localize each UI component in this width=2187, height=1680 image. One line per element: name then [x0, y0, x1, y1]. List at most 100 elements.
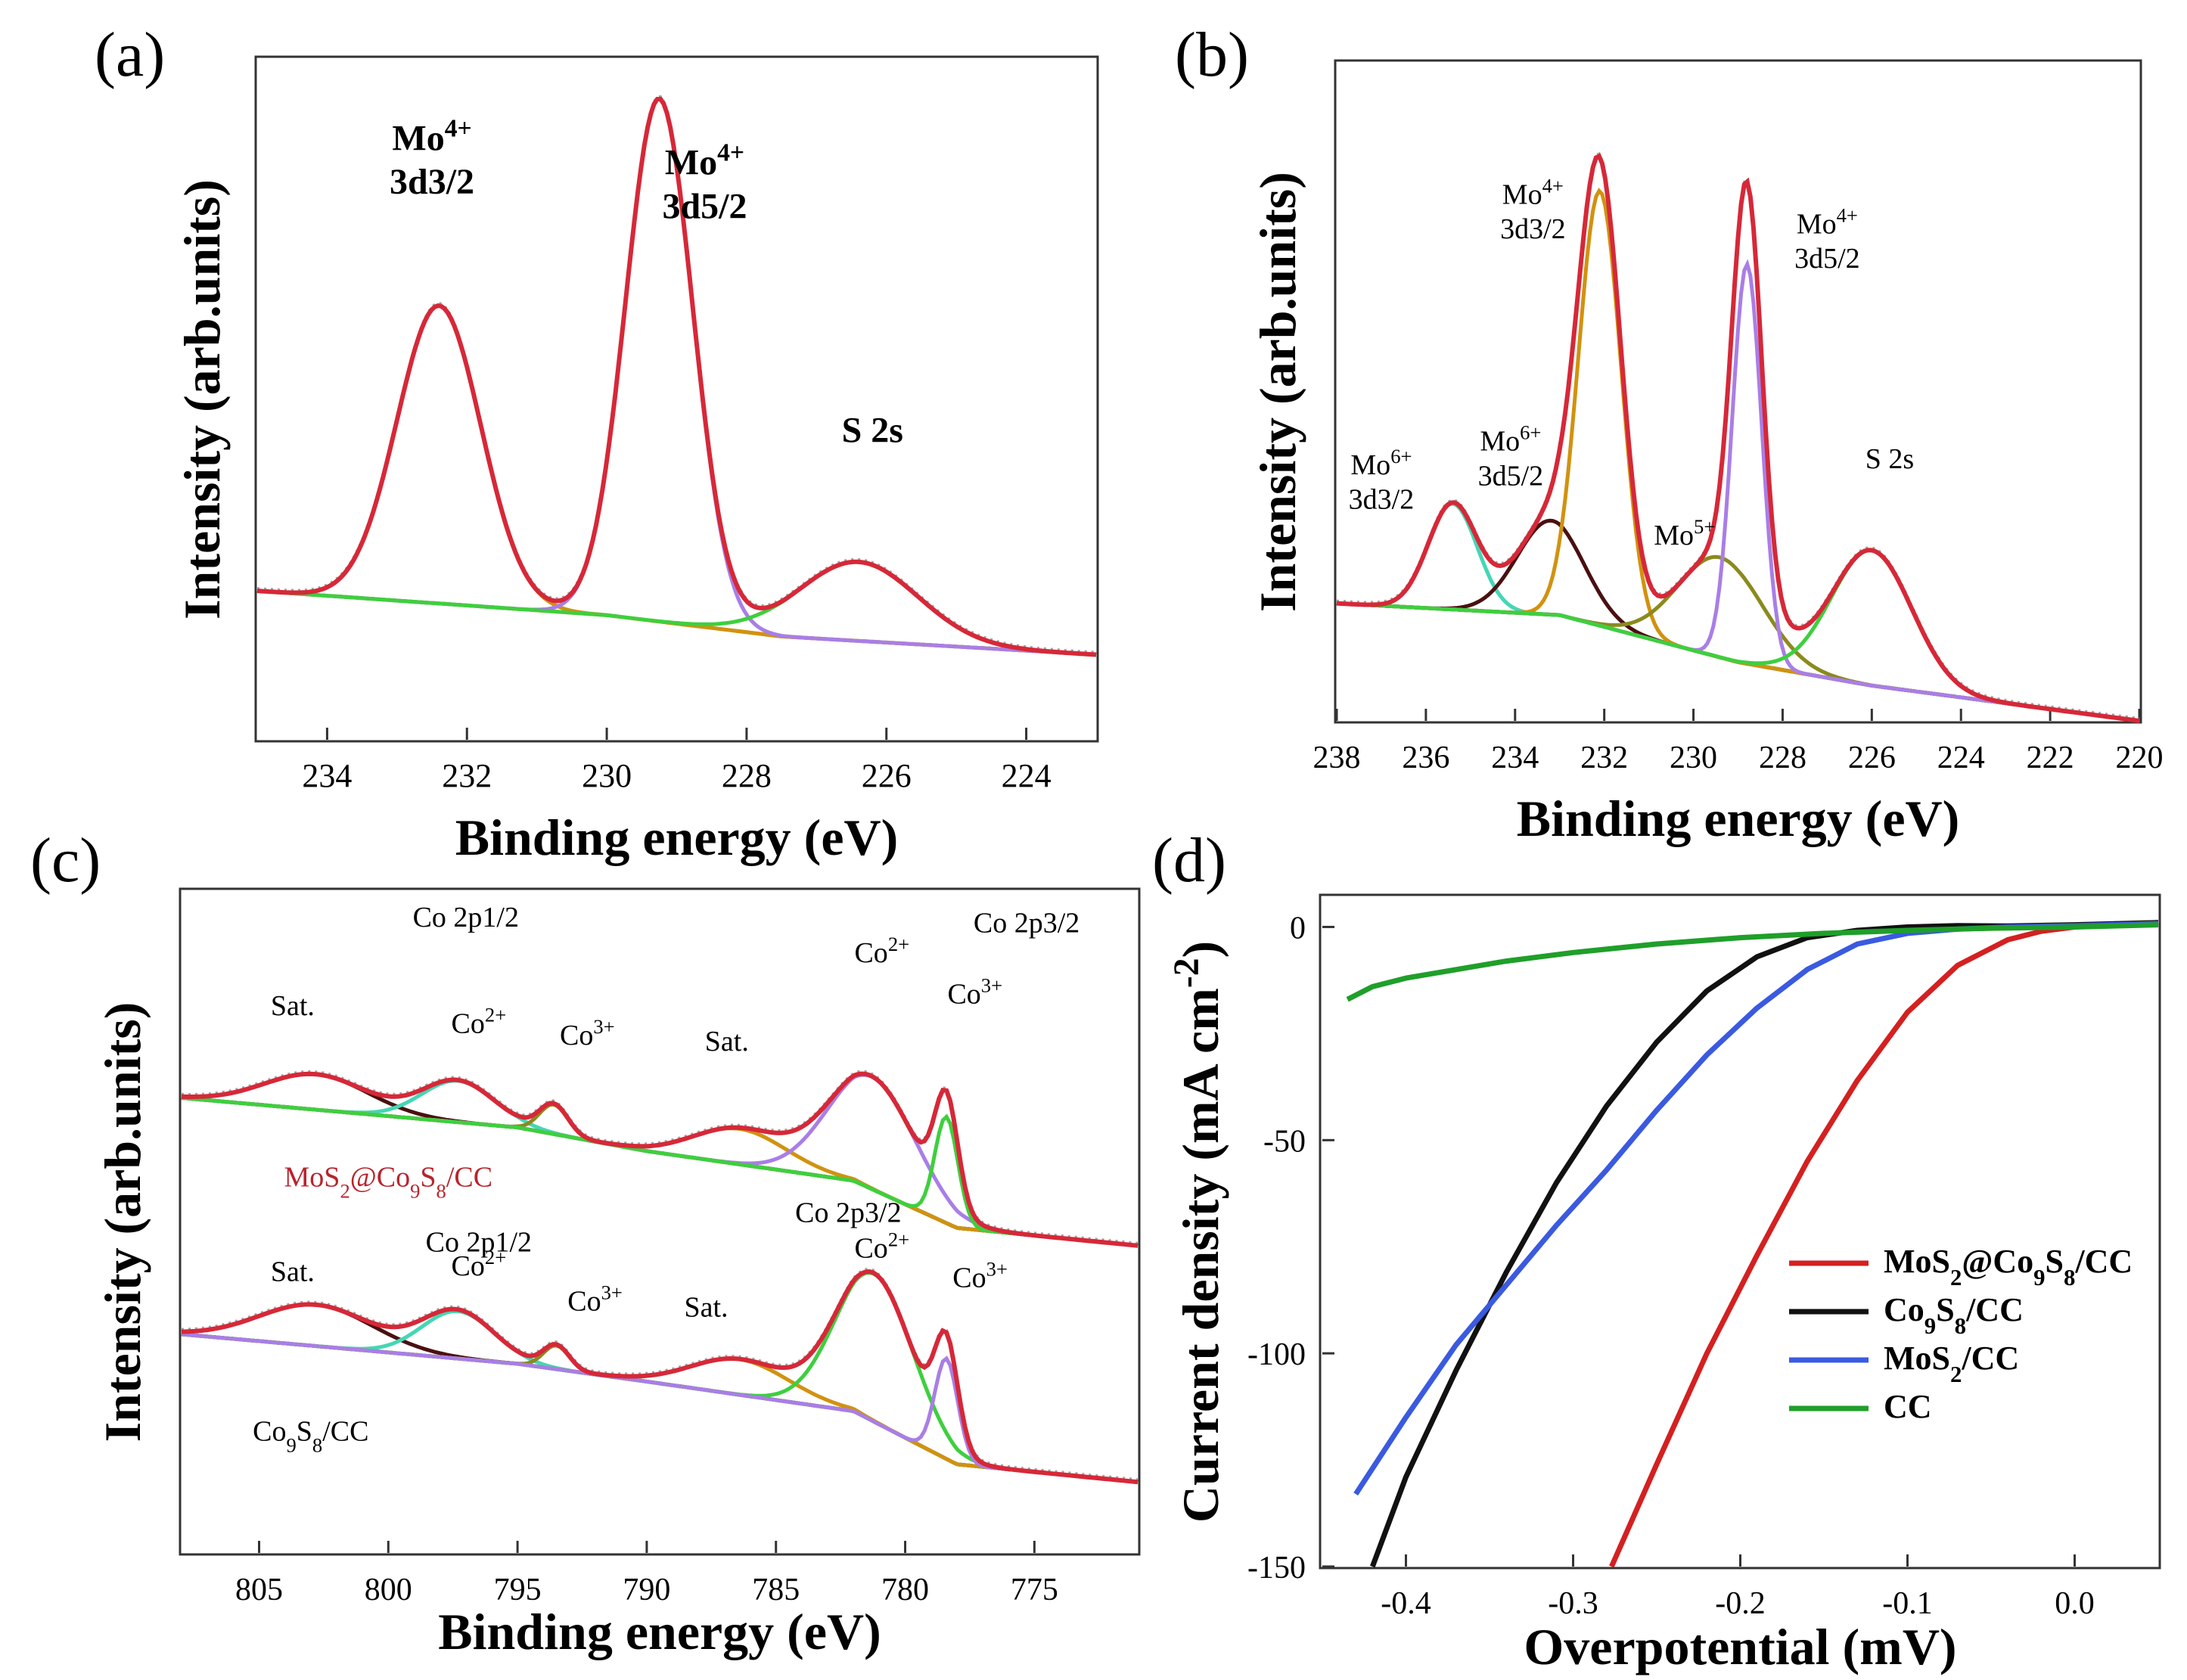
peak-annotation: Co3+	[952, 1257, 1008, 1293]
x-tick-label: 224	[1937, 741, 1985, 775]
y-axis-label: Intensity (arb.units)	[1249, 172, 1306, 612]
panel-b: 238 236 234 232 230 228 226 224 222 220 Binding en…	[1249, 151, 2164, 847]
x-tick-label: -0.3	[1548, 1586, 1598, 1621]
envelope-fit	[256, 96, 1097, 657]
peak-annotation: Co2+	[452, 1246, 507, 1282]
x-tick-label: -0.1	[1882, 1586, 1933, 1621]
background-line	[181, 1332, 1139, 1484]
peak-annotation: Co2+	[854, 933, 909, 969]
component-fit-orange	[1336, 188, 2140, 723]
series-line-line_green	[1346, 922, 2159, 1002]
peak-annotation-line2: 3d3/2	[390, 162, 474, 202]
x-tick-label: 230	[1670, 741, 1717, 775]
x-tick-label: -0.2	[1715, 1586, 1766, 1621]
y-tick-label: 0	[1290, 911, 1306, 946]
peak-annotation: S 2s	[1865, 443, 1914, 475]
x-axis-label: Binding energy (eV)	[438, 1603, 881, 1660]
y-axis-label: Intensity (arb.units)	[94, 1002, 151, 1442]
x-axis-label: Binding energy (eV)	[1517, 790, 1960, 847]
peak-annotation-line2: 3d3/2	[1349, 483, 1415, 515]
peak-annotation: Sat.	[684, 1292, 728, 1324]
component-fit-green	[1336, 548, 2140, 723]
component-fit-purple	[181, 1073, 1139, 1248]
component-fit-orange	[181, 1332, 1139, 1484]
peak-annotation: Co2+	[452, 1004, 507, 1040]
x-tick-label: 785	[752, 1573, 800, 1607]
x-tick-label: 795	[494, 1573, 542, 1607]
peak-annotation: Co 2p3/2	[795, 1197, 901, 1229]
component-fit-purple	[181, 1332, 1139, 1484]
y-axis-label: Intensity (arb.units)	[173, 179, 231, 620]
panel-a: 234 232 230 228 226 224 Binding energy (eV) Int…	[173, 95, 1097, 866]
x-tick-label: 790	[623, 1573, 670, 1607]
peak-annotation: Co3+	[947, 974, 1002, 1010]
panel-label-b: (b)	[1175, 20, 1249, 90]
component-fit-teal	[1336, 502, 2140, 723]
peak-annotation: Mo4+	[1797, 203, 1858, 240]
x-axis-label: Overpotential (mV)	[1524, 1618, 1956, 1675]
x-tick-label: 228	[1759, 741, 1806, 775]
peak-annotation: Sat.	[705, 1026, 749, 1057]
legend-label: MoS2/CC	[1884, 1340, 2019, 1387]
plot-frame-d	[1319, 893, 2161, 1570]
peak-annotation: Co 2p1/2	[426, 1227, 532, 1259]
x-tick-label: 805	[235, 1573, 283, 1607]
x-tick-label: 230	[582, 757, 632, 794]
plot-frame-b	[1334, 59, 2142, 724]
x-tick-label: 234	[302, 757, 352, 794]
y-tick-label: -150	[1247, 1551, 1306, 1585]
panel-label-d: (d)	[1152, 825, 1226, 896]
envelope-fit	[181, 1269, 1139, 1485]
x-tick-label: 232	[442, 757, 492, 794]
panel-c: 805 800 795 790 785 780 775 Binding energy (eV)…	[94, 902, 1139, 1660]
x-tick-label: 775	[1011, 1573, 1058, 1607]
peak-annotation: Mo4+	[1502, 174, 1564, 210]
x-tick-label: 220	[2116, 741, 2164, 775]
x-tick-label: 238	[1313, 741, 1361, 775]
peak-annotation-line2: 3d5/2	[1794, 243, 1860, 275]
component-fit-maroon	[181, 1072, 1139, 1248]
panel-label-a: (a)	[95, 20, 165, 90]
x-tick-label: 226	[1848, 741, 1896, 775]
peak-annotation-line2: 3d5/2	[662, 186, 747, 226]
y-tick-label: -50	[1263, 1124, 1306, 1159]
peak-annotation-line2: 3d5/2	[1478, 460, 1544, 492]
x-tick-label: 228	[722, 757, 772, 794]
legend-label: CC	[1884, 1388, 1932, 1425]
panel-label-c: (c)	[30, 825, 101, 896]
y-axis-label: Current density (mA cm-2)	[1167, 941, 1229, 1523]
component-fit-olive	[1336, 554, 2140, 723]
component-fit-purple	[1336, 259, 2140, 723]
x-axis-label: Binding energy (eV)	[455, 809, 899, 866]
x-tick-label: 234	[1491, 741, 1539, 775]
peak-annotation: Mo6+	[1350, 445, 1412, 481]
legend-label: MoS2@Co9S8/CC	[1884, 1243, 2133, 1290]
peak-annotation: S 2s	[842, 410, 903, 450]
x-tick-label: 236	[1402, 741, 1449, 775]
peak-annotation: Sat.	[271, 1256, 315, 1288]
component-fit-green	[181, 1095, 1139, 1248]
peak-annotation: Sat.	[271, 990, 315, 1022]
x-tick-label: 0.0	[2055, 1586, 2095, 1621]
peak-annotation-line2: 3d3/2	[1500, 213, 1566, 245]
series-line-line_blue	[1353, 921, 2159, 1496]
peak-annotation: Co 2p3/2	[974, 908, 1080, 939]
peak-annotation: Mo4+	[665, 138, 744, 183]
peak-annotation: Co2+	[854, 1228, 909, 1264]
component-fit-olive	[181, 1332, 1139, 1484]
legend-label: Co9S8/CC	[1884, 1291, 2024, 1339]
x-tick-label: 224	[1002, 757, 1052, 794]
component-fit-teal	[181, 1309, 1139, 1484]
peak-annotation: Mo6+	[1480, 421, 1541, 458]
x-tick-label: 226	[862, 757, 912, 794]
component-fit-green	[256, 560, 1097, 657]
component-fit-maroon	[181, 1303, 1139, 1484]
x-tick-label: 222	[2027, 741, 2074, 775]
raw-data-points	[181, 1070, 1139, 1245]
component-fit-maroon	[1336, 518, 2140, 723]
peak-annotation: MoS2@Co9S8/CC	[284, 1162, 493, 1203]
plot-frame-c	[179, 887, 1141, 1556]
peak-annotation: Mo4+	[392, 114, 471, 159]
x-tick-label: 780	[881, 1573, 929, 1607]
